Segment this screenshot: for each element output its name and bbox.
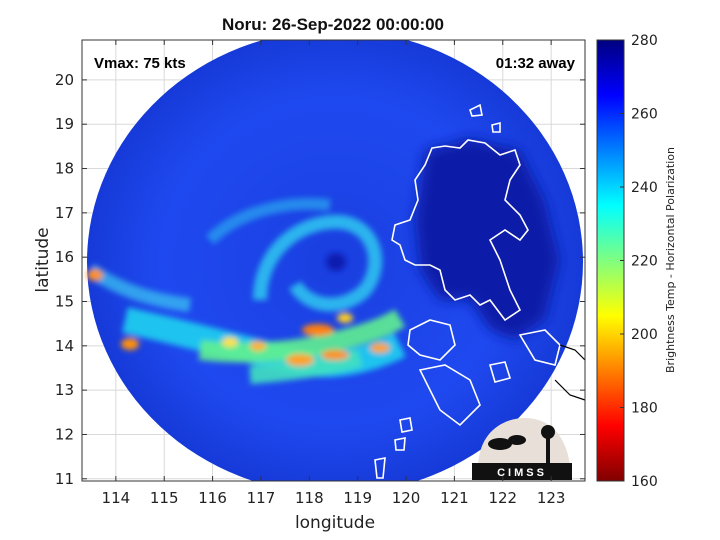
colorbar-tick-label-160: 160 xyxy=(631,474,658,490)
hot-spot-9 xyxy=(222,337,238,347)
logo-band xyxy=(472,463,572,480)
y-axis-ticks: 11 12 13 14 15 16 17 18 19 20 xyxy=(55,71,585,488)
y-tick-label-18: 18 xyxy=(55,160,74,178)
hot-spot-6 xyxy=(370,343,390,353)
x-tick-label-121: 121 xyxy=(440,489,469,507)
vmax-annotation: Vmax: 75 kts xyxy=(94,55,186,72)
y-tick-label-11: 11 xyxy=(55,470,74,488)
logo-dish-2 xyxy=(508,435,526,445)
colorbar-tick-label-280: 280 xyxy=(631,33,658,49)
x-tick-label-122: 122 xyxy=(488,489,517,507)
cimss-logo: CIMSS xyxy=(472,418,572,480)
rain-bands xyxy=(86,197,406,384)
y-tick-label-20: 20 xyxy=(55,71,74,89)
time-away-annotation: 01:32 away xyxy=(496,55,576,72)
coastline-outside-swath xyxy=(559,344,586,361)
x-tick-label-123: 123 xyxy=(537,489,566,507)
x-tick-label-118: 118 xyxy=(295,489,324,507)
coastline-outside-swath-2 xyxy=(554,379,586,401)
x-axis-ticks: 114 115 116 117 118 119 120 121 122 123 xyxy=(102,40,566,507)
colorbar-tick-label-180: 180 xyxy=(631,401,658,417)
y-tick-label-13: 13 xyxy=(55,381,74,399)
x-tick-label-119: 119 xyxy=(343,489,372,507)
coastlines xyxy=(374,103,561,479)
y-tick-label-16: 16 xyxy=(55,248,74,266)
hot-spot-3 xyxy=(321,350,349,360)
chart-title: Noru: 26-Sep-2022 00:00:00 xyxy=(222,15,444,34)
hot-spot-4 xyxy=(121,338,139,350)
islet-2 xyxy=(394,437,406,451)
islet-3 xyxy=(374,457,386,479)
y-tick-label-14: 14 xyxy=(55,337,74,355)
logo-text: CIMSS xyxy=(497,467,547,479)
southern-islands xyxy=(418,364,481,427)
x-tick-label-117: 117 xyxy=(247,489,276,507)
colorbar-tick-label-260: 260 xyxy=(631,107,658,123)
y-tick-label-17: 17 xyxy=(55,204,74,222)
logo-dish-1 xyxy=(488,438,512,450)
samar-coast xyxy=(518,329,561,366)
islet-1 xyxy=(399,417,413,433)
colorbar-tick-label-220: 220 xyxy=(631,254,658,270)
islet-4 xyxy=(469,103,483,117)
eye xyxy=(326,253,346,271)
x-tick-label-114: 114 xyxy=(102,489,131,507)
lower-band xyxy=(249,349,363,384)
hot-spot-7 xyxy=(337,313,353,323)
x-tick-label-115: 115 xyxy=(150,489,179,507)
colorbar xyxy=(596,39,625,482)
y-tick-label-12: 12 xyxy=(55,425,74,443)
hot-spot-5 xyxy=(87,269,103,281)
logo-tower xyxy=(541,425,555,439)
logo-tower-leg xyxy=(546,437,550,463)
hot-spot-2 xyxy=(286,354,314,366)
x-axis-label: longitude xyxy=(295,513,375,533)
land-warm-region xyxy=(415,138,560,340)
panay-coast xyxy=(488,361,512,383)
colorbar-tick-label-240: 240 xyxy=(631,180,658,196)
axes-frame xyxy=(81,39,586,482)
mindoro-coast xyxy=(407,319,456,361)
inner-spiral xyxy=(253,214,383,312)
luzon-coast xyxy=(391,139,529,322)
hot-spot-8 xyxy=(250,341,266,351)
colorbar-tick-label-200: 200 xyxy=(631,327,658,343)
y-tick-label-15: 15 xyxy=(55,292,74,310)
islet-5 xyxy=(491,121,501,133)
colorbar-label: Brightness Temp - Horizontal Polarizatio… xyxy=(664,147,677,373)
imagery-swath xyxy=(86,40,583,481)
north-arc xyxy=(205,197,331,245)
y-tick-label-19: 19 xyxy=(55,115,74,133)
colorbar-ticks: 160 180 200 220 240 260 280 xyxy=(620,33,658,490)
main-band xyxy=(198,309,406,363)
y-axis-label: latitude xyxy=(33,227,53,292)
hot-spot-1 xyxy=(302,324,334,336)
x-tick-label-120: 120 xyxy=(392,489,421,507)
x-tick-label-116: 116 xyxy=(198,489,227,507)
